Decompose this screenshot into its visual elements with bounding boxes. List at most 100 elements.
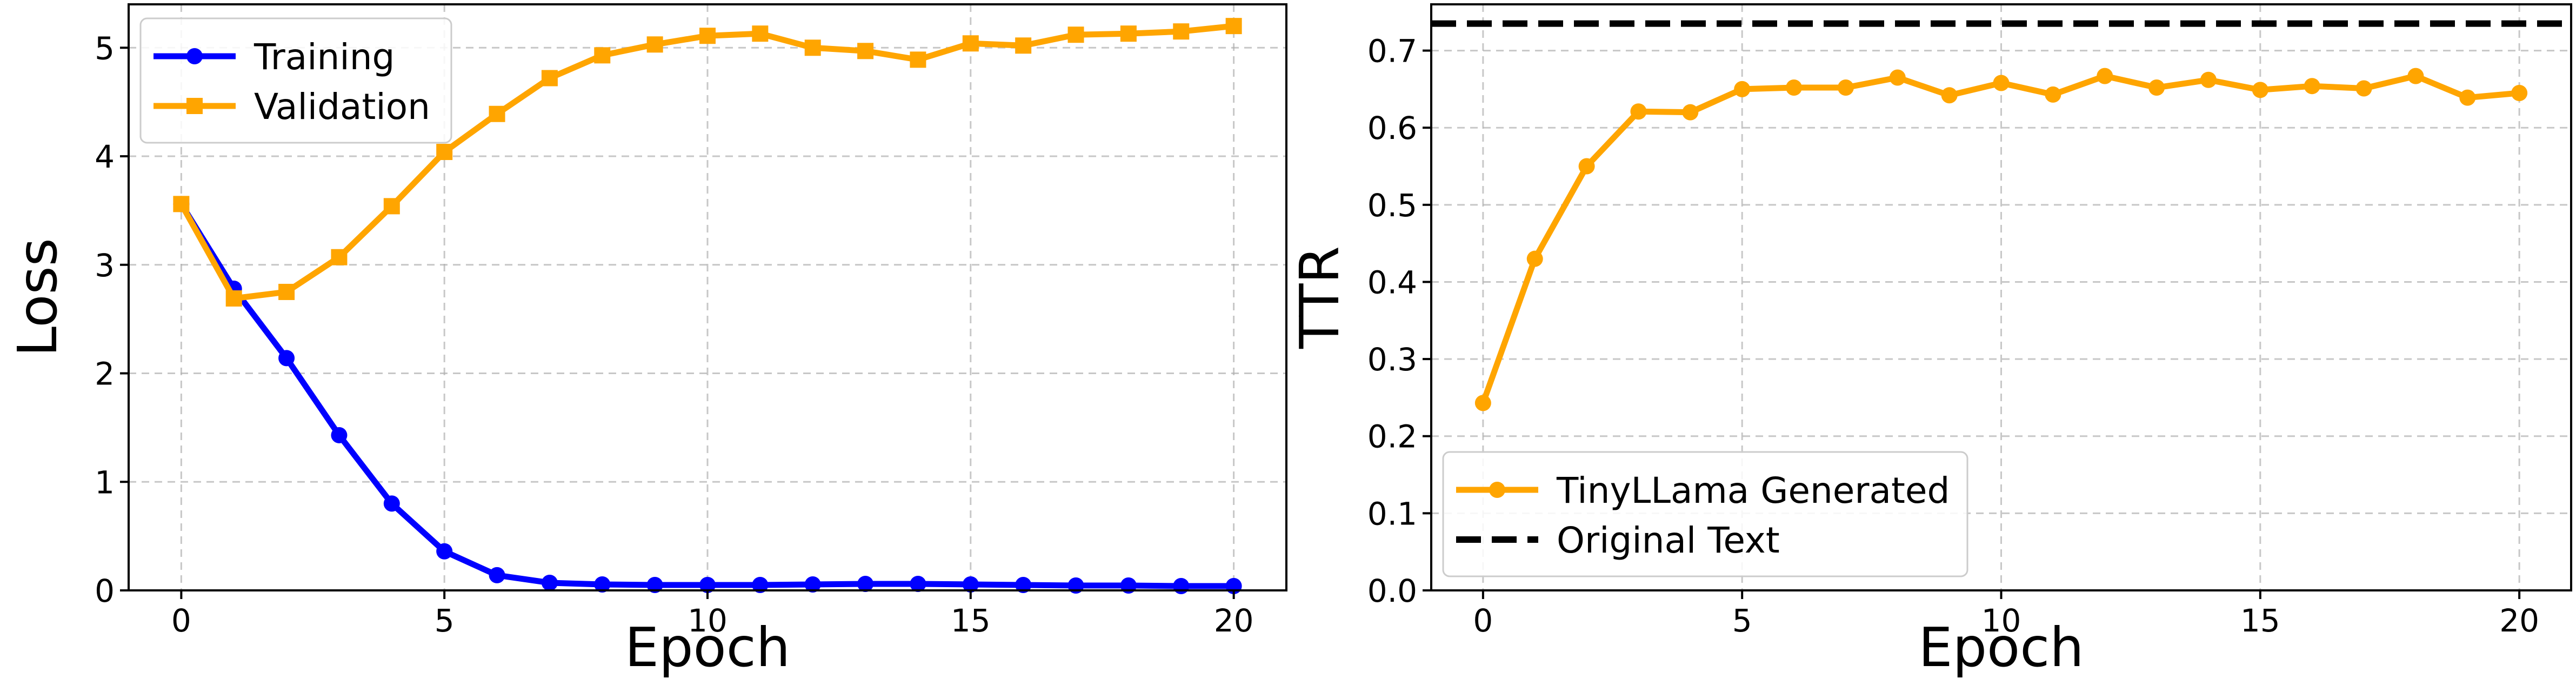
point-tinyllama-generated-16 xyxy=(2304,78,2320,95)
point-training-13 xyxy=(857,575,874,592)
point-tinyllama-generated-12 xyxy=(2097,68,2113,84)
point-training-7 xyxy=(541,574,558,591)
y-tick-label-0-5: 0.5 xyxy=(1367,187,1417,224)
point-validation-13 xyxy=(857,43,874,59)
point-tinyllama-generated-2 xyxy=(1578,158,1595,175)
point-tinyllama-generated-19 xyxy=(2459,89,2476,106)
y-tick-label-0: 0 xyxy=(95,573,115,609)
point-validation-17 xyxy=(1067,26,1084,43)
point-validation-12 xyxy=(804,39,821,56)
point-training-3 xyxy=(331,427,348,443)
y-ticks: 0.0 0.1 0.2 0.3 0.4 0.5 0.6 0.7 xyxy=(1367,33,1431,609)
ttr-chart: 0 5 10 15 20 0.00.10.20.30.40.50.60.7 Epoch … xyxy=(1288,3,2572,679)
x-axis-label: Epoch xyxy=(625,616,790,679)
point-validation-4 xyxy=(383,198,400,215)
point-training-14 xyxy=(910,575,926,592)
legend-marker xyxy=(1489,482,1505,498)
point-validation-9 xyxy=(646,36,663,53)
point-training-11 xyxy=(752,576,769,593)
legend: TinyLLama Generated Original Text xyxy=(1442,451,1968,577)
x-tick-label-5: 5 xyxy=(435,602,455,639)
series-layer xyxy=(1431,20,2571,411)
legend: Training Validation xyxy=(139,17,452,144)
legend-item-tinyllama-generated: TinyLLama Generated xyxy=(1456,470,1950,511)
legend-item-original-text: Original Text xyxy=(1456,520,1780,561)
y-tick-label-0-3: 0.3 xyxy=(1367,341,1417,378)
y-tick-label-4: 4 xyxy=(95,138,115,175)
y-ticks: 0 1 2 3 4 5 xyxy=(95,30,129,609)
y-tick-label-0-2: 0.2 xyxy=(1367,418,1417,455)
y-tick-label-1: 1 xyxy=(95,464,115,501)
point-training-2 xyxy=(278,350,295,367)
point-training-6 xyxy=(489,567,505,583)
point-training-19 xyxy=(1173,577,1190,594)
point-tinyllama-generated-13 xyxy=(2148,79,2165,96)
x-tick-label-0: 0 xyxy=(171,602,191,639)
point-tinyllama-generated-1 xyxy=(1526,250,1543,267)
point-tinyllama-generated-3 xyxy=(1630,103,1647,120)
point-tinyllama-generated-11 xyxy=(2045,86,2061,103)
point-tinyllama-generated-20 xyxy=(2511,85,2528,102)
point-training-16 xyxy=(1015,576,1032,593)
x-axis-label: Epoch xyxy=(1918,616,2084,679)
point-validation-11 xyxy=(752,25,769,42)
point-tinyllama-generated-9 xyxy=(1941,87,1958,104)
point-training-9 xyxy=(646,576,663,593)
x-tick-label-15: 15 xyxy=(2240,602,2280,639)
point-validation-15 xyxy=(962,35,979,52)
point-tinyllama-generated-10 xyxy=(1993,75,2010,91)
point-validation-20 xyxy=(1225,18,1242,35)
series-validation xyxy=(173,18,1242,307)
x-ticks: 0 5 10 15 20 xyxy=(1473,590,2539,639)
point-training-15 xyxy=(962,576,979,593)
x-tick-label-10: 10 xyxy=(688,602,728,639)
legend-label: Validation xyxy=(254,86,430,128)
legend-label: Training xyxy=(253,36,395,78)
legend-label: Original Text xyxy=(1557,520,1780,561)
point-tinyllama-generated-0 xyxy=(1474,395,1491,411)
point-validation-10 xyxy=(699,28,716,44)
x-tick-label-10: 10 xyxy=(1981,602,2021,639)
point-tinyllama-generated-4 xyxy=(1682,104,1699,121)
point-tinyllama-generated-7 xyxy=(1837,79,1854,96)
legend-frame xyxy=(1442,451,1968,577)
x-tick-label-20: 20 xyxy=(2499,602,2539,639)
legend-label: TinyLLama Generated xyxy=(1556,470,1950,511)
y-tick-label-3: 3 xyxy=(95,247,115,284)
legend-item-training: Training xyxy=(154,36,395,78)
y-tick-label-0: 0.0 xyxy=(1367,573,1417,609)
legend-item-validation: Validation xyxy=(154,86,430,128)
point-validation-16 xyxy=(1015,37,1032,54)
x-tick-label-15: 15 xyxy=(951,602,991,639)
point-training-12 xyxy=(804,576,821,593)
point-tinyllama-generated-5 xyxy=(1734,81,1751,97)
legend-frame xyxy=(139,17,452,144)
point-validation-19 xyxy=(1173,23,1190,40)
series-tinyllama-generated xyxy=(1474,68,2528,411)
point-tinyllama-generated-8 xyxy=(1889,69,1906,86)
legend-marker xyxy=(186,98,203,114)
y-axis-label: Loss xyxy=(6,238,69,356)
point-training-10 xyxy=(699,576,716,593)
legend-marker xyxy=(186,48,203,64)
point-validation-0 xyxy=(173,196,190,212)
point-training-8 xyxy=(594,576,611,593)
point-validation-18 xyxy=(1120,25,1137,42)
y-tick-label-5: 5 xyxy=(95,30,115,66)
x-tick-label-20: 20 xyxy=(1214,602,1254,639)
point-validation-2 xyxy=(278,283,295,300)
point-training-4 xyxy=(383,495,400,512)
point-validation-1 xyxy=(225,290,242,307)
point-validation-14 xyxy=(910,51,926,68)
y-tick-label-0-4: 0.4 xyxy=(1367,264,1417,301)
x-ticks: 0 5 10 15 20 xyxy=(171,590,1254,639)
point-tinyllama-generated-14 xyxy=(2200,71,2217,88)
point-tinyllama-generated-18 xyxy=(2407,68,2424,84)
point-validation-7 xyxy=(541,70,558,87)
point-validation-6 xyxy=(489,105,505,122)
y-tick-label-2: 2 xyxy=(95,356,115,393)
x-tick-label-0: 0 xyxy=(1473,602,1493,639)
y-tick-label-0-1: 0.1 xyxy=(1367,495,1417,532)
x-tick-label-5: 5 xyxy=(1732,602,1752,639)
point-tinyllama-generated-17 xyxy=(2355,80,2372,97)
